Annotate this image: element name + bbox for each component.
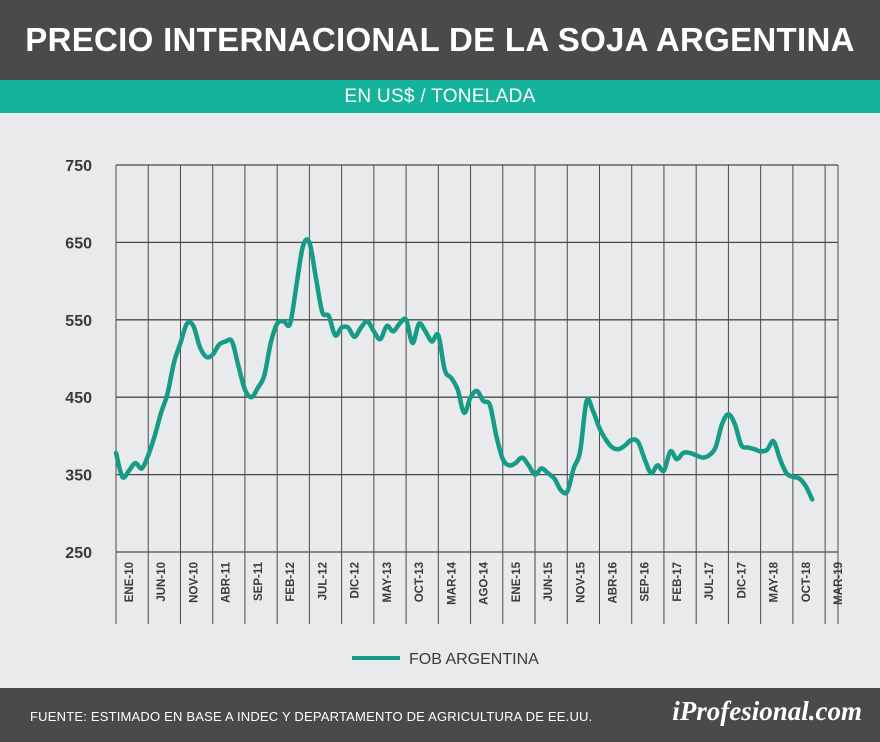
x-tick-label: MAY-13 xyxy=(382,562,394,603)
y-tick-label: 650 xyxy=(65,235,92,252)
title-bar: PRECIO INTERNACIONAL DE LA SOJA ARGENTIN… xyxy=(0,0,880,80)
x-tick-label: ABR-16 xyxy=(607,562,619,604)
y-tick-label: 750 xyxy=(65,158,92,175)
x-tick-label: ENE-10 xyxy=(124,562,136,602)
y-tick-label: 250 xyxy=(65,545,92,562)
x-tick-label: FEB-17 xyxy=(672,562,684,602)
x-tick-label: MAY-18 xyxy=(769,561,781,602)
x-tick-label: OCT-18 xyxy=(801,561,813,602)
x-tick-label: MAR-19 xyxy=(833,562,845,605)
x-tick-label: NOV-15 xyxy=(575,561,587,603)
subtitle-bar: EN US$ / TONELADA xyxy=(0,80,880,113)
x-tick-label: MAR-14 xyxy=(446,561,458,604)
x-tick-label: SEP-11 xyxy=(253,561,265,601)
series-layer xyxy=(113,237,815,502)
x-tick-label: NOV-10 xyxy=(188,562,200,603)
x-tick-label: FEB-12 xyxy=(285,562,297,602)
chart-title: PRECIO INTERNACIONAL DE LA SOJA ARGENTIN… xyxy=(25,21,855,58)
legend-label: FOB ARGENTINA xyxy=(409,651,539,668)
y-tick-label: 350 xyxy=(65,468,92,485)
brand-logo: iProfesional.com xyxy=(672,696,862,726)
legend: FOB ARGENTINA xyxy=(352,651,539,668)
x-tick-label: ENE-15 xyxy=(511,561,523,602)
x-tick-label: SEP-16 xyxy=(640,562,652,602)
footer-bar: FUENTE: ESTIMADO EN BASE A INDEC Y DEPAR… xyxy=(0,688,880,742)
x-tick-label: JUL-12 xyxy=(317,562,329,600)
x-tick-label: OCT-13 xyxy=(414,562,426,602)
price-line-chart: 250 350 450 550 650 750 ENE-10 JUN-10 NOV-10 ABR-… xyxy=(65,158,845,668)
x-tick-label: ABR-11 xyxy=(221,561,233,603)
series-line-fob-argentina xyxy=(113,237,815,502)
source-note: FUENTE: ESTIMADO EN BASE A INDEC Y DEPAR… xyxy=(30,709,593,724)
y-tick-label: 450 xyxy=(65,390,92,407)
chart-subtitle: EN US$ / TONELADA xyxy=(344,85,536,107)
x-tick-label: JUN-10 xyxy=(156,562,168,602)
x-tick-label: DIC-17 xyxy=(736,562,748,598)
x-tick-label: DIC-12 xyxy=(350,562,362,598)
x-tick-label: JUN-15 xyxy=(543,561,555,601)
x-tick-label: JUL-17 xyxy=(704,562,716,600)
axis-layer: 250 350 450 550 650 750 ENE-10 JUN-10 NOV-10 ABR-… xyxy=(65,158,845,605)
x-tick-label: AGO-14 xyxy=(479,561,491,604)
grid-layer xyxy=(115,164,839,624)
y-tick-label: 550 xyxy=(65,313,92,330)
